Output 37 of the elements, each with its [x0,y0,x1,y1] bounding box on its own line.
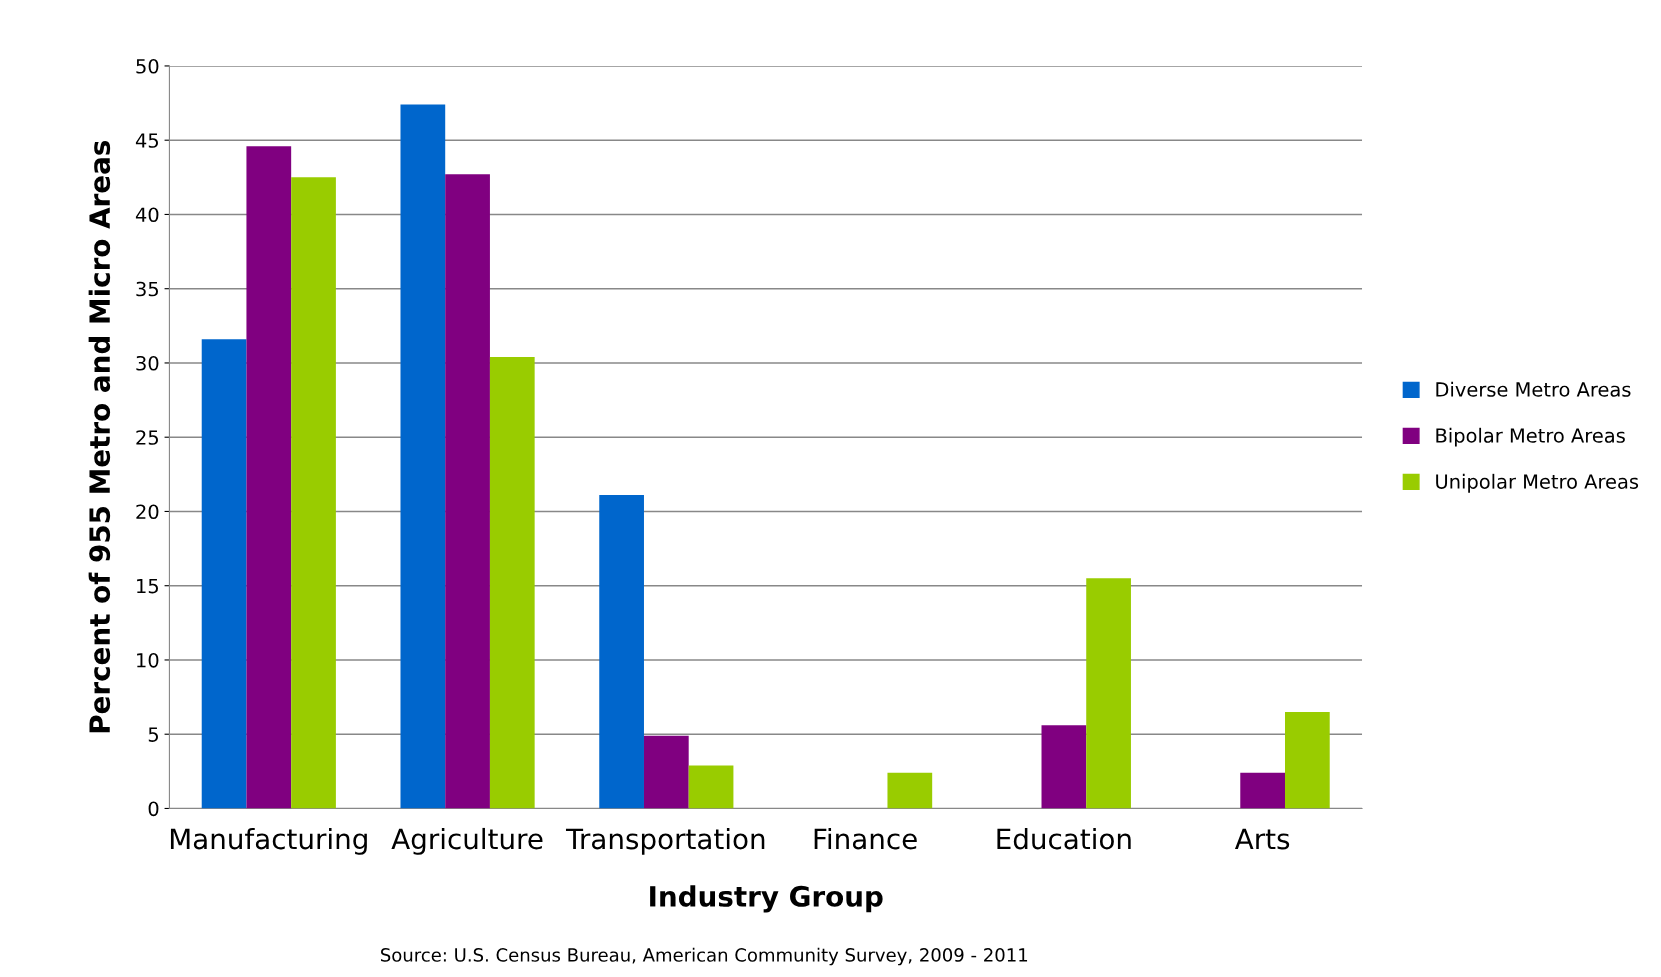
source-note: Source: U.S. Census Bureau, American Community Survey, 2009 - 2011 [381,947,1028,966]
legend-label: Diverse Metro Areas [1436,381,1631,397]
x-tick-label: Finance [814,827,917,850]
y-tick-label: 10 [137,652,159,668]
y-axis-title: Percent of 955 Metro and Micro Areas [88,140,111,733]
y-tick-label: 5 [148,727,158,742]
y-tick-label: 0 [148,801,159,817]
bar [1285,711,1330,809]
legend-label: Unipolar Metro Areas [1436,473,1639,493]
x-tick-label: Arts [1234,828,1290,850]
bar [1086,578,1131,809]
bar [1240,772,1285,809]
bar [887,772,933,809]
x-tick-label: Transportation [565,827,765,855]
bar [400,104,446,809]
bar [643,735,689,809]
bar [489,357,535,809]
y-tick-label: 35 [136,281,158,297]
bar [599,495,644,809]
y-tick-label: 40 [135,207,159,223]
bar [291,177,336,809]
y-tick-label: 30 [136,355,159,371]
legend-label: Bipolar Metro Areas [1436,427,1625,447]
bar [1041,725,1087,809]
bar [201,339,247,809]
y-tick-label: 45 [135,133,158,148]
x-tick-label: Education [997,827,1131,850]
x-axis-title: Industry Group [650,885,883,913]
x-tick-label: Agriculture [391,827,543,855]
y-tick-label: 25 [136,430,158,445]
x-tick-label: Manufacturing [170,827,367,855]
y-tick-label: 15 [137,578,158,594]
bar [445,174,490,809]
y-tick-label: 50 [136,58,159,74]
bar [688,765,734,809]
bar [246,146,292,809]
y-tick-label: 20 [136,504,159,520]
